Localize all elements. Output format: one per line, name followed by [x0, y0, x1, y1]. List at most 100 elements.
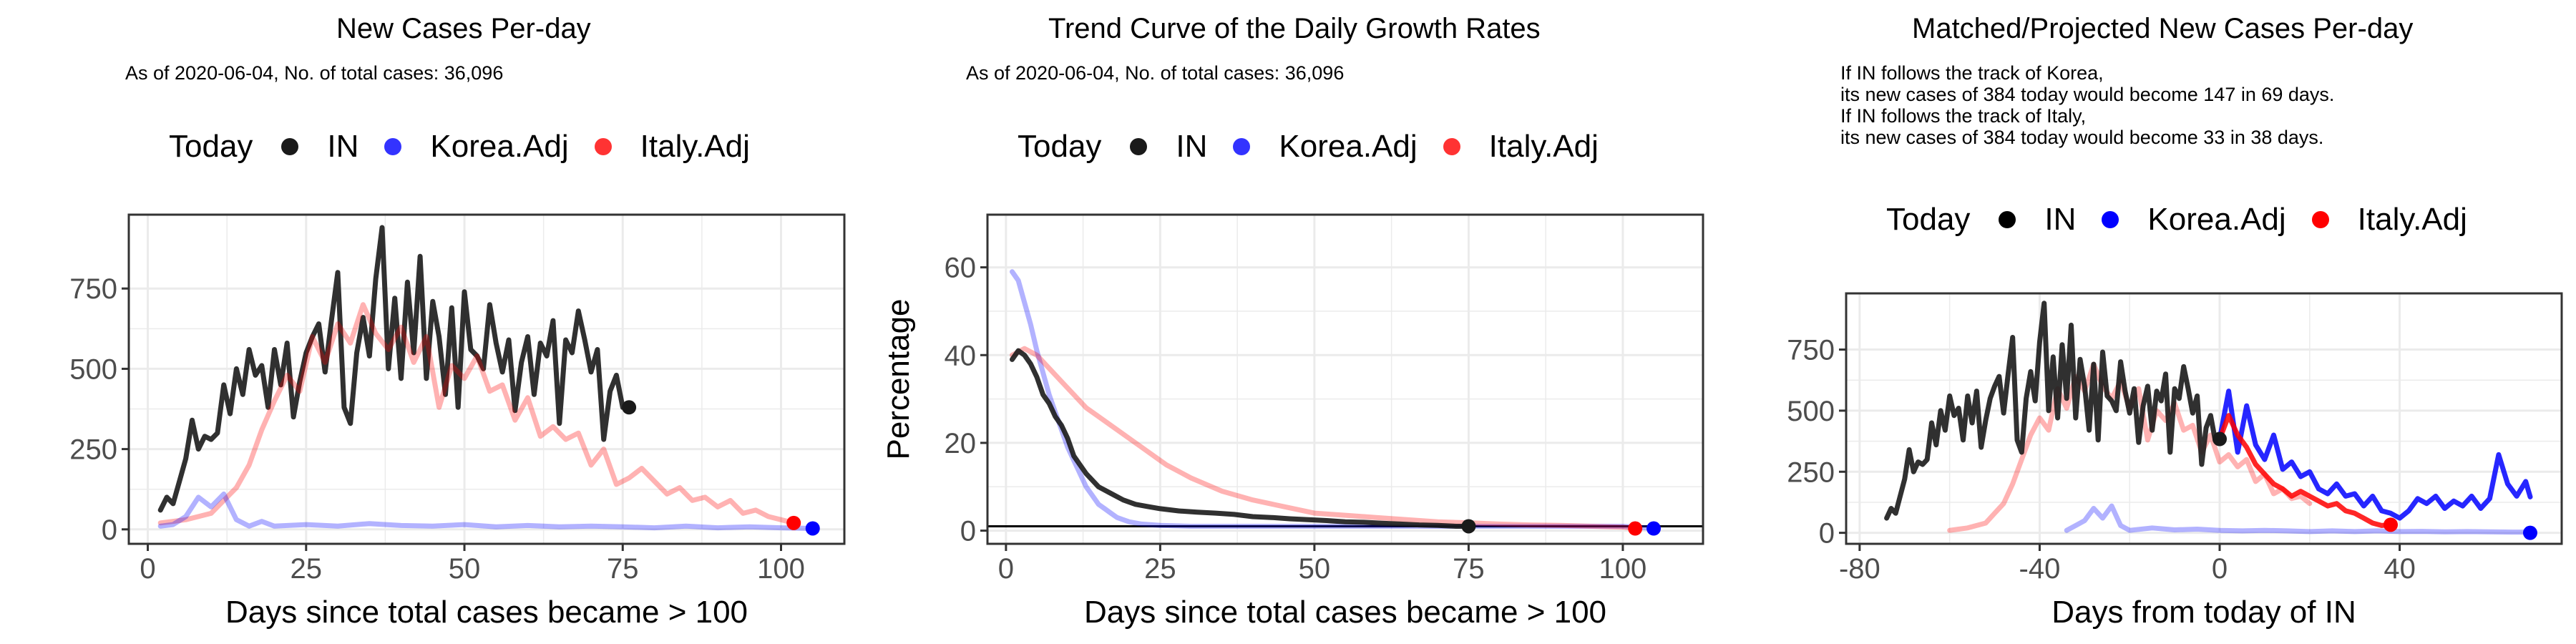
series-line-korea-adj-projected: [2217, 389, 2533, 521]
legend-label-korea: Korea.Adj: [430, 129, 569, 164]
legend-dot-italy: [1443, 138, 1460, 155]
legend-item-korea: Korea.Adj: [2102, 202, 2286, 238]
legend-label-italy: Italy.Adj: [640, 129, 750, 164]
chart-title: Trend Curve of the Daily Growth Rates: [1048, 13, 1541, 44]
y-tick-label: 20: [945, 428, 977, 459]
legend-dot-korea: [384, 138, 402, 155]
plot-background: [1846, 293, 2562, 544]
x-axis-title: Days since total cases became > 100: [1084, 595, 1606, 630]
x-axis-title: Days since total cases became > 100: [225, 595, 748, 630]
note-line: If IN follows the track of Italy,: [1840, 105, 2087, 127]
x-axis-title: Days from today of IN: [2051, 595, 2356, 630]
chart-svg: 0 25 50 75 100 0 250 500 750 Days since total cas…: [69, 213, 846, 630]
legend-label-in: IN: [2044, 202, 2077, 237]
x-tick-label: 100: [757, 553, 805, 585]
series-line-korea-adj: [157, 491, 816, 531]
x-tick-label: 0: [2212, 553, 2228, 585]
legend-dot-italy: [2311, 211, 2329, 228]
legend-item-italy: Italy.Adj: [2311, 202, 2467, 238]
x-tick-label: 50: [449, 553, 481, 585]
legend-item-korea: Korea.Adj: [384, 129, 569, 165]
legend-label-korea: Korea.Adj: [2147, 202, 2286, 237]
x-tick-label: 0: [140, 553, 155, 585]
y-tick-label: 0: [1819, 518, 1835, 550]
y-tick-label: 0: [102, 514, 117, 546]
endpoint-italy-adj: [2384, 517, 2399, 532]
legend-label-in: IN: [1176, 129, 1208, 164]
legend-title: Today: [1886, 202, 1971, 237]
chart-subtitle: As of 2020-06-04, No. of total cases: 36…: [125, 62, 504, 84]
y-tick-label: 250: [1787, 457, 1835, 488]
series-line-korea-adj-history: [2064, 503, 2537, 535]
y-tick-label: 0: [960, 516, 976, 547]
endpoint-korea-adj: [2522, 525, 2537, 540]
note-line: its new cases of 384 today would become …: [1840, 127, 2324, 148]
endpoint-italy-adj: [786, 515, 801, 530]
legend-dot-italy: [594, 138, 612, 155]
series-line-italy-adj: [1010, 346, 1638, 531]
legend-title: Today: [169, 129, 253, 164]
chart-title: New Cases Per-day: [336, 13, 591, 44]
endpoint-italy-adj: [1628, 521, 1643, 536]
chart-subtitle: As of 2020-06-04, No. of total cases: 36…: [966, 62, 1345, 84]
x-tick-label: 25: [291, 553, 323, 585]
series-line-in: [157, 225, 632, 513]
y-tick-label: 750: [1787, 335, 1835, 366]
endpoint-in: [2212, 431, 2228, 447]
legend-item-in: IN: [1130, 129, 1207, 165]
y-axis-title: Percentage: [881, 298, 916, 459]
y-tick-label: 40: [945, 340, 977, 371]
x-tick-label: -40: [2019, 553, 2061, 585]
legend-item-in: IN: [1999, 202, 2076, 238]
plot-border: [127, 213, 846, 545]
x-tick-label: 0: [998, 553, 1014, 585]
series-line-italy-adj: [157, 302, 796, 526]
chart-svg: -80 -40 0 40 0 250 500 750 Days from today of IN: [1787, 292, 2563, 630]
legend-title: Today: [1018, 129, 1102, 164]
series-line-italy-adj-projected: [2217, 413, 2394, 528]
endpoint-in: [1461, 519, 1476, 534]
series-line-korea-adj: [1010, 269, 1657, 531]
legend-item-korea: Korea.Adj: [1233, 129, 1418, 165]
y-tick-label: 750: [69, 273, 117, 305]
series-line-in: [1884, 301, 2223, 521]
chart-svg: 0 25 50 75 100 0 20 40 60 Days since total cases …: [881, 213, 1704, 630]
x-tick-label: 40: [2384, 553, 2416, 585]
plot-border: [986, 213, 1704, 545]
plot-border: [1845, 292, 2563, 545]
legend-dot-korea: [2102, 211, 2119, 228]
legend-item-italy: Italy.Adj: [594, 129, 750, 165]
chart-panel-projected: Matched/Projected New Cases Per-day If I…: [1717, 0, 2576, 644]
y-tick-label: 60: [945, 253, 977, 284]
legend-label-in: IN: [327, 129, 359, 164]
legend-dot-korea: [1233, 138, 1251, 155]
chart-notes: If IN follows the track of Korea, its ne…: [1840, 62, 2334, 148]
legend-dot-in: [1130, 138, 1148, 155]
legend-dot-in: [281, 138, 299, 155]
x-tick-label: 50: [1299, 553, 1331, 585]
chart-panel-new-cases: New Cases Per-day As of 2020-06-04, No. …: [0, 0, 859, 644]
note-line: its new cases of 384 today would become …: [1840, 84, 2335, 105]
x-tick-label: 25: [1144, 553, 1176, 585]
x-tick-label: 100: [1599, 553, 1647, 585]
legend-dot-in: [1999, 211, 2016, 228]
chart-panel-growth-rates: Trend Curve of the Daily Growth Rates As…: [859, 0, 1717, 644]
legend-label-korea: Korea.Adj: [1279, 129, 1418, 164]
plot-background: [987, 215, 1703, 544]
endpoint-korea-adj: [1646, 521, 1662, 536]
legend-item-in: IN: [281, 129, 358, 165]
y-tick-label: 500: [69, 353, 117, 385]
chart-title: Matched/Projected New Cases Per-day: [1912, 13, 2414, 44]
x-tick-label: 75: [1453, 553, 1485, 585]
chart-legend: Today IN Korea.Adj Italy.Adj: [169, 129, 776, 165]
note-line: If IN follows the track of Korea,: [1840, 62, 2104, 84]
legend-item-italy: Italy.Adj: [1443, 129, 1599, 165]
endpoint-korea-adj: [805, 521, 820, 536]
x-tick-label: -80: [1839, 553, 1880, 585]
x-tick-label: 75: [607, 553, 639, 585]
series-line-in: [1010, 348, 1471, 529]
endpoint-in: [622, 400, 637, 415]
legend-label-italy: Italy.Adj: [2357, 202, 2467, 237]
chart-legend: Today IN Korea.Adj Italy.Adj: [1018, 129, 1624, 165]
y-tick-label: 500: [1787, 396, 1835, 427]
